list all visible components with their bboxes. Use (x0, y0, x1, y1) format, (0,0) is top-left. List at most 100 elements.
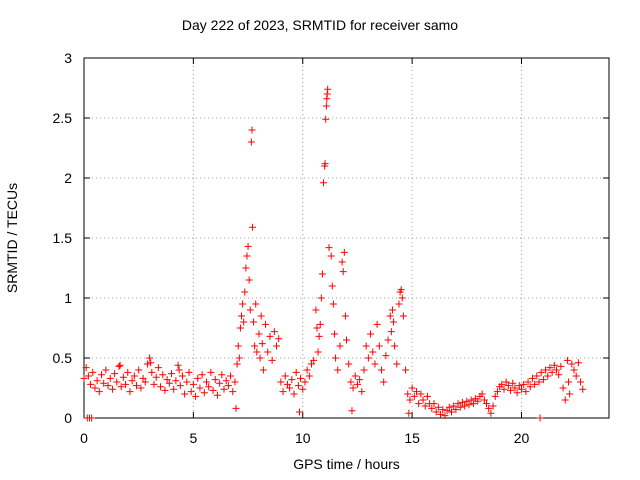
data-point (391, 342, 399, 350)
data-point (238, 312, 245, 320)
data-point (314, 348, 322, 356)
data-point (150, 380, 158, 388)
data-point (338, 258, 346, 266)
data-point (487, 409, 495, 417)
data-point (450, 402, 458, 410)
data-point (253, 348, 261, 356)
data-point (240, 318, 248, 326)
data-point (245, 276, 253, 284)
data-point (318, 270, 326, 278)
data-point (502, 378, 510, 386)
data-point (299, 385, 307, 393)
data-point (483, 400, 490, 408)
data-point (322, 102, 330, 110)
data-point (102, 366, 110, 374)
data-point (367, 330, 375, 338)
data-point (176, 382, 184, 390)
y-tick-label: 2.5 (53, 110, 73, 126)
data-point (203, 378, 210, 386)
data-point (428, 404, 436, 412)
data-point (317, 294, 325, 302)
data-point (375, 342, 383, 350)
data-point (467, 396, 475, 404)
data-point (175, 366, 183, 374)
data-point (231, 378, 239, 386)
data-point (189, 380, 197, 388)
data-point (402, 366, 410, 374)
chart-title: Day 222 of 2023, SRMTID for receiver sam… (181, 17, 459, 33)
data-point (518, 385, 525, 393)
data-point (557, 362, 565, 370)
data-point (310, 356, 318, 364)
data-point (98, 371, 105, 379)
data-point (315, 332, 323, 340)
data-point (147, 359, 155, 367)
data-point (555, 371, 563, 379)
data-point (111, 370, 119, 378)
y-tick-label: 1 (64, 290, 72, 306)
data-point (273, 342, 280, 350)
data-point (537, 368, 545, 376)
data-point (286, 384, 294, 392)
data-point (192, 392, 200, 400)
data-point (211, 376, 219, 384)
data-point (362, 342, 370, 350)
data-point (511, 384, 519, 392)
data-point (570, 366, 578, 374)
data-point (330, 330, 338, 338)
data-point (143, 360, 151, 368)
data-point (91, 384, 99, 392)
data-point (345, 360, 353, 368)
data-point (458, 398, 466, 406)
data-point (423, 392, 431, 400)
data-point (356, 376, 364, 384)
data-point (324, 85, 332, 93)
data-point (347, 378, 355, 386)
data-point (531, 380, 539, 388)
axis-ticks: 0 0.5 1 1.5 2 2.5 3 0 5 10 15 20 (53, 50, 609, 446)
data-point (163, 376, 171, 384)
data-point (539, 376, 547, 384)
data-point (349, 384, 357, 392)
data-point (115, 362, 123, 370)
x-tick-label: 10 (295, 430, 311, 446)
data-point (248, 126, 256, 134)
data-point (93, 377, 101, 385)
data-point (507, 386, 515, 394)
data-point (493, 388, 501, 396)
data-point (395, 300, 403, 308)
y-axis-label: SRMTID / TECUs (4, 182, 20, 294)
data-point (122, 380, 130, 388)
data-point (415, 400, 423, 408)
data-point (104, 382, 112, 390)
data-point (288, 376, 296, 384)
data-point (194, 374, 202, 382)
data-point (236, 324, 244, 332)
data-point (154, 364, 162, 372)
data-point (568, 360, 576, 368)
data-point (485, 404, 493, 412)
data-point (255, 330, 263, 338)
data-point (456, 403, 464, 411)
data-point (89, 368, 97, 376)
data-point (340, 248, 348, 256)
data-point (308, 360, 315, 368)
data-point (577, 378, 585, 386)
data-point (565, 378, 573, 386)
y-tick-label: 3 (64, 50, 72, 66)
data-point (399, 312, 407, 320)
data-point (373, 320, 381, 328)
data-point (232, 404, 240, 412)
data-point (251, 342, 259, 350)
data-point (246, 306, 254, 314)
data-point (574, 359, 582, 367)
data-point (513, 389, 521, 397)
data-point (498, 380, 506, 388)
data-point (233, 360, 241, 368)
y-tick-label: 0.5 (53, 350, 73, 366)
data-point (369, 348, 377, 356)
data-point (397, 286, 405, 294)
data-point (84, 372, 92, 380)
data-point (445, 403, 453, 411)
